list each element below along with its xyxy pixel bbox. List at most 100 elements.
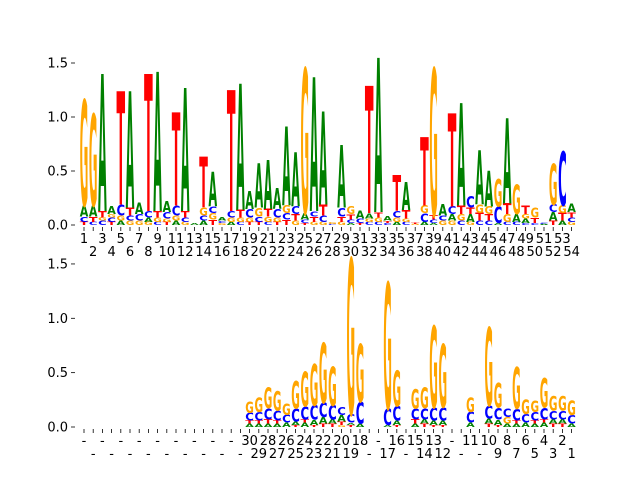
logo-letter-A: A (466, 422, 475, 429)
logo-letter-G: G (144, 221, 153, 226)
logo-letter-C: C (255, 216, 264, 224)
logo-letter-T: T (291, 425, 301, 428)
logo-letter-G: G (475, 203, 484, 217)
x-tick-label: 52 (545, 245, 562, 260)
logo-letter-G: G (531, 397, 540, 416)
logo-letter-A: A (356, 423, 365, 428)
x-tick-label: 35 (389, 232, 406, 247)
logo-letter-A: A (301, 422, 310, 429)
x-tick-label: 17 (379, 447, 396, 462)
x-tick-label: 15 (407, 434, 424, 449)
logo-letter-C: C (328, 401, 337, 424)
logo-letter-A: A (420, 221, 429, 226)
logo-letter-A: A (365, 212, 374, 221)
logo-letter-A: A (521, 422, 530, 429)
logo-letter-A: A (89, 204, 98, 221)
x-tick-label: - (82, 434, 87, 449)
logo-letter-G: G (521, 397, 530, 419)
logo-letter-A: A (273, 423, 282, 428)
logo-letter-C: C (172, 203, 181, 219)
logo-letter-G: G (466, 394, 475, 416)
x-tick-label: 20 (251, 245, 268, 260)
x-tick-label: 51 (536, 232, 553, 247)
logo-letter-C: C (402, 221, 411, 226)
x-tick-label: 25 (297, 232, 314, 247)
x-tick-label: - (238, 447, 243, 462)
x-tick-label: 23 (278, 232, 295, 247)
logo-letter-T: T (80, 221, 89, 226)
x-tick-label: 16 (389, 434, 406, 449)
logo-letter-A: A (163, 200, 172, 217)
logo-letter-C: C (227, 210, 236, 220)
top-logo-panel: 0.00.51.01.51234567891011121314151617181… (47, 17, 580, 263)
x-tick-label: 22 (315, 434, 332, 449)
logo-letter-A: A (521, 218, 530, 225)
logo-letter-T: T (107, 221, 116, 226)
logo-letter-T: T (439, 425, 449, 428)
x-tick-label: 31 (352, 232, 369, 247)
logo-letter-C: C (512, 221, 521, 226)
logo-letter-T: T (301, 419, 310, 424)
logo-letter-T: T (89, 215, 98, 224)
logo-letter-T: T (540, 419, 549, 424)
logo-letter-A: A (420, 419, 429, 426)
logo-letter-G: G (227, 217, 236, 224)
logo-letter-T: T (98, 209, 107, 220)
x-tick-label: 46 (490, 245, 507, 260)
x-tick-label: 1 (567, 447, 575, 462)
logo-letter-G: G (319, 221, 328, 226)
logo-letter-G: G (347, 205, 356, 217)
x-tick-label: 30 (343, 245, 360, 260)
logo-letter-C: C (236, 221, 245, 226)
logo-letter-G: G (411, 224, 420, 226)
logo-letter-T: T (172, 89, 181, 237)
logo-letter-T: T (393, 167, 402, 223)
logo-letter-A: A (393, 420, 402, 427)
logo-letter-C: C (420, 407, 429, 424)
logo-letter-T: T (245, 420, 254, 425)
x-tick-label: - (137, 434, 142, 449)
logo-column: AGC (503, 406, 512, 428)
y-tick-label: 0.5 (47, 165, 68, 180)
logo-letter-T: T (163, 221, 172, 226)
logo-letter-T: T (475, 211, 484, 224)
logo-letter-A: A (310, 40, 319, 255)
logo-letter-T: T (429, 215, 438, 222)
x-tick-label: 12 (435, 447, 452, 462)
logo-letter-A: A (117, 220, 126, 227)
logo-column: ACG (466, 394, 475, 429)
logo-letter-G: G (328, 357, 337, 419)
logo-letter-C: C (98, 220, 107, 227)
logo-letter-T: T (411, 223, 421, 225)
logo-letter-A: A (439, 201, 448, 220)
logo-letter-A: A (540, 224, 550, 226)
logo-letter-T: T (383, 221, 393, 224)
x-tick-label: 14 (195, 245, 212, 260)
x-tick-label: 3 (549, 447, 557, 462)
logo-letter-A: A (227, 221, 236, 226)
x-tick-label: 33 (370, 232, 387, 247)
x-tick-label: - (155, 434, 160, 449)
logo-letter-T: T (448, 90, 457, 238)
logo-letter-C: C (393, 210, 402, 220)
logo-letter-G: G (439, 327, 448, 428)
logo-letter-C: C (107, 217, 116, 224)
logo-letter-T: T (512, 420, 521, 425)
logo-letter-G: G (310, 352, 319, 419)
logo-letter-C: C (383, 405, 392, 431)
logo-letter-G: G (356, 331, 365, 422)
logo-letter-T: T (273, 221, 282, 226)
logo-letter-G: G (328, 221, 337, 224)
logo-letter-G: G (485, 305, 494, 430)
logo-letter-G: G (301, 364, 310, 419)
